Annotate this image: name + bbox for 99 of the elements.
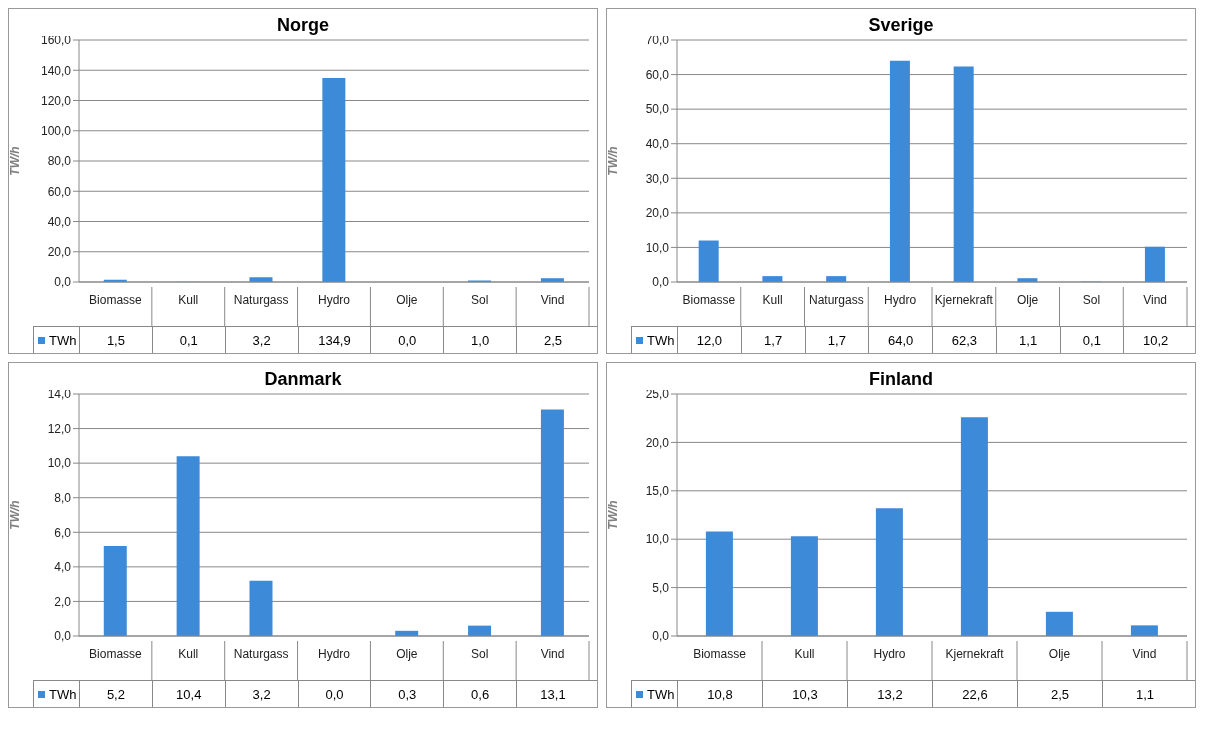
chart-title: Finland xyxy=(869,369,933,389)
y-tick-label: 20,0 xyxy=(645,206,670,221)
y-tick-label: 20,0 xyxy=(47,245,72,260)
data-label: 0,0 xyxy=(370,327,444,353)
data-label: 10,8 xyxy=(677,681,762,707)
y-tick-label: 5,0 xyxy=(652,580,670,595)
y-tick-label: 10,0 xyxy=(645,532,670,547)
x-tick-label: Hydro xyxy=(873,647,906,661)
chart-title: Norge xyxy=(276,15,329,35)
x-tick-label: Naturgass xyxy=(233,647,289,661)
y-tick-label: 0,0 xyxy=(652,275,670,290)
x-tick-label: Hydro xyxy=(317,293,351,307)
x-tick-label: Olje xyxy=(396,647,418,661)
legend-label: TWh xyxy=(49,686,77,702)
x-tick-label: Vind xyxy=(540,293,565,307)
x-tick-label: Olje xyxy=(1016,293,1039,307)
data-label: 10,4 xyxy=(151,681,225,707)
data-label: 13,2 xyxy=(847,681,932,707)
data-label: 0,6 xyxy=(443,681,517,707)
y-tick-label: 10,0 xyxy=(645,240,670,255)
x-tick-label: Vind xyxy=(540,647,565,661)
x-tick-label: Kull xyxy=(762,293,783,307)
legend-label: TWh xyxy=(49,332,77,348)
y-tick-label: 8,0 xyxy=(54,490,72,505)
x-tick-label: Kjernekraft xyxy=(945,647,1005,661)
x-tick-label: Olje xyxy=(1048,647,1071,661)
data-label: 2,5 xyxy=(516,327,589,353)
data-label: 10,2 xyxy=(1123,327,1187,353)
data-label: 62,3 xyxy=(932,327,996,353)
data-label: 1,7 xyxy=(740,327,805,353)
legend-label: TWh xyxy=(647,686,675,702)
data-label: 13,1 xyxy=(516,681,589,707)
x-tick-label: Sol xyxy=(1082,293,1101,307)
y-tick-label: 50,0 xyxy=(645,102,670,117)
chart-title: Danmark xyxy=(264,369,342,389)
x-tick-label: Vind xyxy=(1132,647,1157,661)
data-label: 134,9 xyxy=(297,327,371,353)
y-tick-label: 100,0 xyxy=(40,124,72,139)
x-tick-label: Biomasse xyxy=(89,647,143,661)
x-tick-label: Kull xyxy=(178,293,199,307)
y-tick-label: 25,0 xyxy=(645,387,670,402)
data-label: 1,1 xyxy=(995,327,1060,353)
y-axis-title: TW/h xyxy=(8,146,23,176)
y-tick-label: 40,0 xyxy=(47,214,72,229)
chart-title: Sverige xyxy=(868,15,934,35)
data-label: 22,6 xyxy=(932,681,1017,707)
y-tick-label: 14,0 xyxy=(47,387,72,402)
y-tick-label: 10,0 xyxy=(47,456,72,471)
x-tick-label: Kjernekraft xyxy=(934,293,994,307)
x-tick-label: Sol xyxy=(471,647,489,661)
y-tick-label: 2,0 xyxy=(54,594,72,609)
x-tick-label: Naturgass xyxy=(809,293,864,307)
data-label: 0,1 xyxy=(151,327,225,353)
data-label: 3,2 xyxy=(224,681,298,707)
y-tick-label: 6,0 xyxy=(54,525,72,540)
data-label: 3,2 xyxy=(224,327,298,353)
x-tick-label: Kull xyxy=(178,647,199,661)
x-tick-label: Kull xyxy=(794,647,815,661)
data-label: 64,0 xyxy=(868,327,932,353)
x-tick-label: Hydro xyxy=(317,647,351,661)
data-label: 12,0 xyxy=(677,327,741,353)
y-tick-label: 60,0 xyxy=(47,184,72,199)
x-tick-label: Hydro xyxy=(884,293,917,307)
y-tick-label: 20,0 xyxy=(645,435,670,450)
y-tick-label: 80,0 xyxy=(47,154,72,169)
legend-label: TWh xyxy=(647,332,675,348)
y-tick-label: 70,0 xyxy=(645,33,670,48)
y-tick-label: 0,0 xyxy=(54,629,72,644)
y-tick-label: 60,0 xyxy=(645,67,670,82)
x-tick-label: Vind xyxy=(1143,293,1168,307)
data-label: 10,3 xyxy=(762,681,847,707)
y-tick-label: 0,0 xyxy=(54,275,72,290)
y-tick-label: 40,0 xyxy=(645,136,670,151)
y-tick-label: 120,0 xyxy=(40,93,72,108)
x-tick-label: Naturgass xyxy=(233,293,289,307)
data-label: 1,0 xyxy=(443,327,517,353)
x-tick-label: Biomasse xyxy=(682,293,736,307)
y-tick-label: 30,0 xyxy=(645,171,670,186)
data-label: 1,1 xyxy=(1102,681,1187,707)
x-tick-label: Sol xyxy=(471,293,489,307)
y-tick-label: 15,0 xyxy=(645,484,670,499)
data-label: 5,2 xyxy=(79,681,152,707)
data-label: 0,3 xyxy=(370,681,444,707)
data-label: 0,1 xyxy=(1059,327,1124,353)
data-label: 1,7 xyxy=(804,327,869,353)
y-tick-label: 12,0 xyxy=(47,421,72,436)
data-label: 0,0 xyxy=(297,681,371,707)
y-axis-title: TW/h xyxy=(606,146,621,176)
y-tick-label: 4,0 xyxy=(54,560,72,575)
y-tick-label: 160,0 xyxy=(40,33,72,48)
x-tick-label: Biomasse xyxy=(693,647,747,661)
y-tick-label: 0,0 xyxy=(652,629,670,644)
x-tick-label: Biomasse xyxy=(89,293,143,307)
data-label: 2,5 xyxy=(1017,681,1102,707)
y-tick-label: 140,0 xyxy=(40,63,72,78)
y-axis-title: TW/h xyxy=(606,500,621,530)
x-tick-label: Olje xyxy=(396,293,418,307)
y-axis-title: TW/h xyxy=(8,500,23,530)
data-label: 1,5 xyxy=(79,327,152,353)
